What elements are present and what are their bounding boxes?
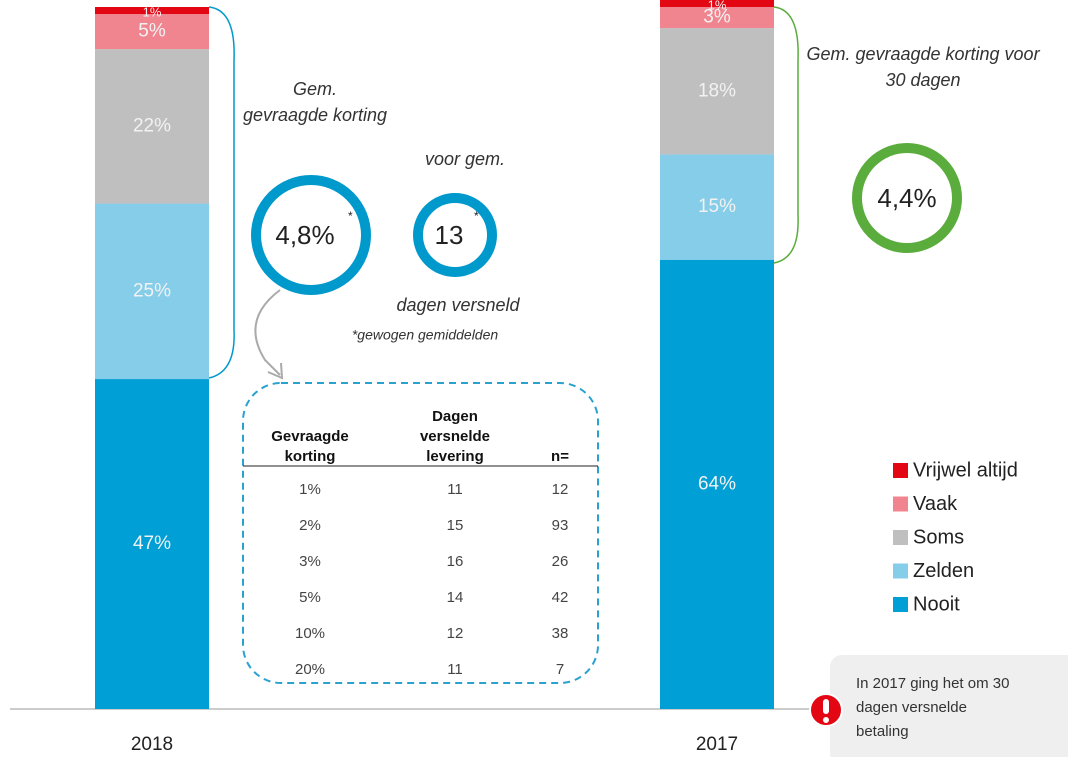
legend-swatch (893, 463, 908, 478)
table-cell: 11 (447, 481, 463, 498)
bar-segment (95, 14, 209, 50)
annotation: gevraagde korting (243, 105, 387, 125)
legend-swatch (893, 563, 908, 579)
table-cell: 12 (447, 625, 464, 642)
table-cell: 26 (552, 553, 569, 570)
bar-label: 3% (703, 7, 731, 28)
legend-swatch (893, 530, 908, 545)
annotation: dagen versneld (396, 295, 520, 315)
table-cell: 38 (552, 625, 569, 642)
table-cell: 2% (299, 517, 321, 534)
legend-label: Vaak (913, 493, 958, 515)
bar-label: 18% (698, 80, 736, 101)
table-cell: 1% (299, 481, 321, 498)
table-header: levering (426, 448, 484, 465)
note-box (830, 655, 1068, 757)
bar-segment (95, 7, 209, 15)
table-cell: 93 (552, 517, 569, 534)
arrow (254, 289, 281, 376)
annotation: 30 dagen (885, 70, 960, 90)
x-tick-label: 2018 (131, 734, 173, 755)
bar-label: 1% (143, 4, 162, 19)
bar-label: 1% (708, 0, 727, 12)
ring-mark: * (474, 209, 479, 223)
legend-label: Zelden (913, 560, 974, 582)
table-header: Dagen (432, 408, 478, 425)
table-cell: 11 (447, 661, 463, 678)
table-cell: 16 (447, 553, 464, 570)
ring (251, 175, 371, 295)
brace (773, 6, 799, 264)
ring (413, 193, 497, 277)
table-cell: 15 (447, 517, 464, 534)
bar-segment (660, 154, 774, 260)
bar-label: 25% (133, 280, 171, 301)
ring-mark: * (348, 209, 353, 223)
table-cell: 14 (447, 589, 464, 606)
legend-swatch (893, 496, 908, 512)
brace (208, 6, 235, 379)
table-cell: 7 (556, 661, 564, 678)
table-cell: 20% (295, 661, 325, 678)
table-cell: 5% (299, 589, 321, 606)
note-text: betaling (856, 723, 909, 740)
alert-icon-dot (823, 717, 829, 723)
legend-label: Vrijwel altijd (913, 459, 1018, 481)
ring-value: 4,8% (275, 220, 334, 250)
footnote: *gewogen gemiddelden (352, 327, 499, 343)
annotation: Gem. (293, 79, 337, 99)
table-header: versnelde (420, 428, 490, 445)
bar-segment (660, 7, 774, 29)
table-cell: 12 (552, 481, 569, 498)
bar-label: 22% (133, 115, 171, 136)
legend-label: Nooit (913, 593, 960, 615)
bar-segment (660, 0, 774, 8)
x-tick-label: 2017 (696, 734, 738, 755)
table-cell: 10% (295, 625, 325, 642)
note-text: In 2017 ging het om 30 (856, 675, 1009, 692)
bar-segment (660, 259, 774, 709)
table-cell: 42 (552, 589, 569, 606)
bar-segment (95, 203, 209, 380)
bar-label: 64% (698, 473, 736, 494)
bar-label: 15% (698, 196, 736, 217)
legend-swatch (893, 597, 908, 612)
bar-segment (660, 28, 774, 155)
legend-label: Soms (913, 526, 964, 548)
table-header: n= (551, 448, 569, 465)
table-cell: 3% (299, 553, 321, 570)
ring-value: 13 (435, 220, 464, 250)
ring (852, 143, 962, 253)
annotation: Gem. gevraagde korting voor (806, 44, 1040, 64)
bar-segment (95, 49, 209, 204)
annotation: voor gem. (425, 149, 505, 169)
arrow-head (267, 362, 284, 380)
table-header: korting (285, 448, 336, 465)
ring-value: 4,4% (877, 183, 936, 213)
note-text: dagen versnelde (856, 699, 967, 716)
table-header: Gevraagde (271, 428, 349, 445)
table-box (242, 382, 599, 684)
bar-label: 47% (133, 533, 171, 554)
bar-segment (95, 379, 209, 709)
alert-icon-bar (823, 699, 829, 714)
bar-label: 5% (138, 21, 166, 42)
